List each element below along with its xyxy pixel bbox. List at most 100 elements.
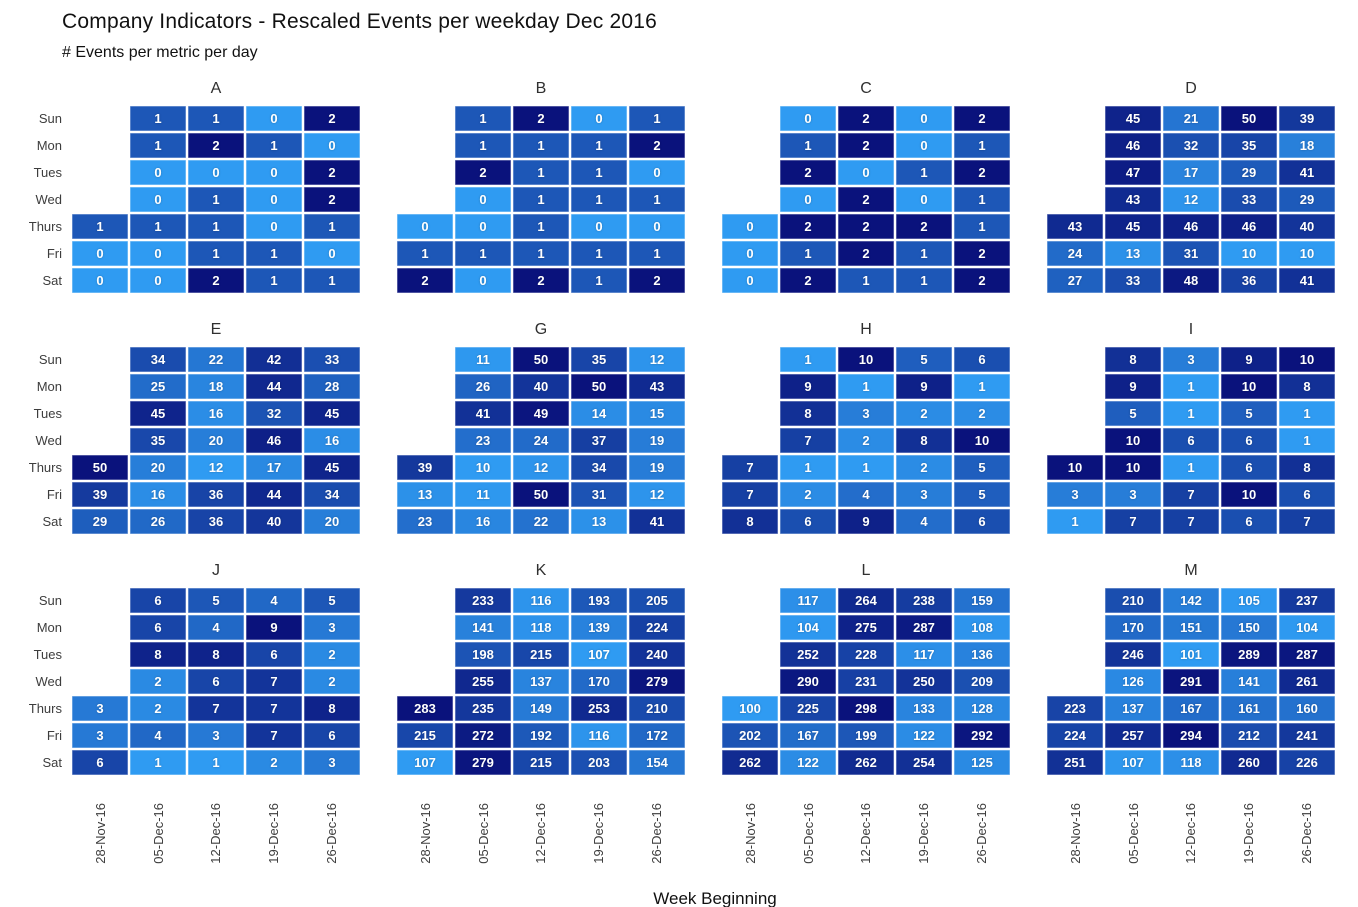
heatmap-cell: 294 bbox=[1163, 723, 1219, 748]
heatmap-cell: 12 bbox=[1163, 187, 1219, 212]
facet-title: A bbox=[210, 80, 222, 97]
heatmap-cell: 45 bbox=[1105, 106, 1161, 131]
heatmap-cell: 170 bbox=[1105, 615, 1161, 640]
heatmap-cell: 40 bbox=[1279, 214, 1335, 239]
heatmap-cell: 6 bbox=[1221, 455, 1277, 480]
heatmap-cell bbox=[72, 347, 128, 372]
x-axis-tick-label: 12-Dec-16 bbox=[208, 803, 224, 864]
facet-row: Sun Mon Tues Wed Thurs Fri Sat E 34 22 42 33 25 18 44 2… bbox=[14, 321, 1358, 534]
heatmap-cell: 205 bbox=[629, 588, 685, 613]
heatmap-cell: 4 bbox=[246, 588, 302, 613]
heatmap-cell: 1 bbox=[780, 133, 836, 158]
x-axis: 28-Nov-16 05-Dec-16 12-Dec-16 19-Dec-16 26-D… bbox=[14, 803, 1358, 883]
heatmap-cell: 167 bbox=[1163, 696, 1219, 721]
facet-E: E 34 22 42 33 25 18 44 28 45 16 32 45 35 20 46 16 50 20 12 1… bbox=[72, 321, 360, 534]
heatmap-cell bbox=[1047, 401, 1103, 426]
heatmap-cell: 1 bbox=[1163, 374, 1219, 399]
heatmap-cell: 12 bbox=[629, 482, 685, 507]
heatmap-cell: 41 bbox=[1279, 160, 1335, 185]
heatmap-cell: 28 bbox=[304, 374, 360, 399]
heatmap-cell: 136 bbox=[954, 642, 1010, 667]
heatmap-cell: 0 bbox=[246, 106, 302, 131]
heatmap-cell: 3 bbox=[896, 482, 952, 507]
y-axis-label: Thurs bbox=[28, 701, 62, 716]
heatmap-cell: 12 bbox=[188, 455, 244, 480]
heatmap-cell: 32 bbox=[1163, 133, 1219, 158]
heatmap-cell: 252 bbox=[780, 642, 836, 667]
x-axis-tick-label: 28-Nov-16 bbox=[93, 803, 109, 864]
heatmap-cell: 0 bbox=[130, 268, 186, 293]
heatmap-cell: 0 bbox=[130, 187, 186, 212]
x-axis-tick-label: 05-Dec-16 bbox=[800, 803, 816, 864]
heatmap-cell: 237 bbox=[1279, 588, 1335, 613]
heatmap-cell: 170 bbox=[571, 669, 627, 694]
heatmap-cell: 2 bbox=[780, 214, 836, 239]
facet-title: C bbox=[860, 80, 872, 97]
heatmap-cell bbox=[1047, 106, 1103, 131]
heatmap-cell: 2 bbox=[896, 455, 952, 480]
heatmap-cell: 0 bbox=[571, 106, 627, 131]
heatmap-cell: 31 bbox=[571, 482, 627, 507]
heatmap-cell bbox=[72, 588, 128, 613]
heatmap-cell: 2 bbox=[896, 214, 952, 239]
heatmap-cell: 4 bbox=[188, 615, 244, 640]
heatmap-cell: 2 bbox=[954, 160, 1010, 185]
heatmap-cell: 105 bbox=[1221, 588, 1277, 613]
y-axis-labels: Sun Mon Tues Wed Thurs Fri Sat bbox=[14, 321, 72, 534]
heatmap-cell: 1 bbox=[188, 241, 244, 266]
facet-L: L 117 264 238 159 104 275 287 108 252 228 117 136 290… bbox=[722, 562, 1010, 775]
heatmap-cell: 22 bbox=[188, 347, 244, 372]
heatmap-cell bbox=[722, 160, 778, 185]
heatmap-cell: 1 bbox=[455, 106, 511, 131]
heatmap-cell: 287 bbox=[896, 615, 952, 640]
x-axis-tick-label: 26-Dec-16 bbox=[1298, 803, 1314, 864]
heatmap-cell: 6 bbox=[246, 642, 302, 667]
heatmap-cell: 272 bbox=[455, 723, 511, 748]
heatmap-cell: 17 bbox=[246, 455, 302, 480]
heatmap-cell bbox=[722, 133, 778, 158]
heatmap-cell: 264 bbox=[838, 588, 894, 613]
heatmap-cell: 7 bbox=[1279, 509, 1335, 534]
heatmap-cell: 1 bbox=[780, 347, 836, 372]
heatmap-cell: 1 bbox=[513, 214, 569, 239]
heatmap-cell: 240 bbox=[629, 642, 685, 667]
heatmap-cell: 22 bbox=[513, 509, 569, 534]
x-axis-tick-label: 28-Nov-16 bbox=[418, 803, 434, 864]
heatmap-cell: 8 bbox=[188, 642, 244, 667]
heatmap-cell: 6 bbox=[1279, 482, 1335, 507]
heatmap-cell: 1 bbox=[188, 106, 244, 131]
heatmap-cell: 223 bbox=[1047, 696, 1103, 721]
heatmap-cell: 212 bbox=[1221, 723, 1277, 748]
heatmap-cell bbox=[397, 187, 453, 212]
x-axis-tick-label: 28-Nov-16 bbox=[743, 803, 759, 864]
heatmap-cell: 291 bbox=[1163, 669, 1219, 694]
heatmap-cell bbox=[722, 615, 778, 640]
x-tick-group: 28-Nov-16 05-Dec-16 12-Dec-16 19-Dec-16 26-D… bbox=[72, 803, 360, 883]
heatmap-cell: 1 bbox=[72, 214, 128, 239]
heatmap-cell: 2 bbox=[130, 669, 186, 694]
heatmap-cell: 298 bbox=[838, 696, 894, 721]
heatmap-cell: 3 bbox=[188, 723, 244, 748]
facet-cells: 233 116 193 205 141 118 139 224 198 215 107 240 255 1… bbox=[397, 588, 685, 775]
heatmap-cell: 9 bbox=[780, 374, 836, 399]
heatmap-cell: 1 bbox=[130, 106, 186, 131]
heatmap-cell: 199 bbox=[838, 723, 894, 748]
heatmap-cell: 141 bbox=[455, 615, 511, 640]
heatmap-cell: 0 bbox=[72, 268, 128, 293]
heatmap-cell: 0 bbox=[455, 187, 511, 212]
heatmap-cell: 5 bbox=[896, 347, 952, 372]
heatmap-cell: 2 bbox=[304, 160, 360, 185]
heatmap-cell: 3 bbox=[304, 615, 360, 640]
heatmap-cell: 46 bbox=[1163, 214, 1219, 239]
heatmap-cell: 3 bbox=[1047, 482, 1103, 507]
facet-cells: 210 142 105 237 170 151 150 104 246 101 289 287 126 2… bbox=[1047, 588, 1335, 775]
heatmap-cell: 12 bbox=[513, 455, 569, 480]
heatmap-cell bbox=[397, 374, 453, 399]
heatmap-cell: 2 bbox=[304, 642, 360, 667]
heatmap-cell: 1 bbox=[1279, 401, 1335, 426]
heatmap-cell: 11 bbox=[455, 482, 511, 507]
heatmap-cell: 2 bbox=[896, 401, 952, 426]
heatmap-cell: 117 bbox=[896, 642, 952, 667]
